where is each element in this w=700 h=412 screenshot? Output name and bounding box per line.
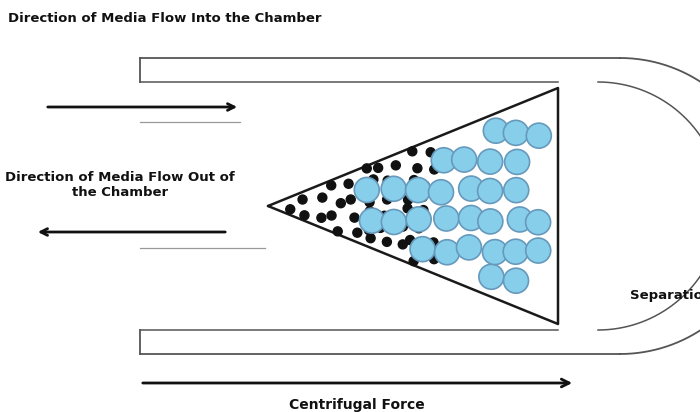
Circle shape: [431, 148, 456, 173]
Circle shape: [478, 209, 503, 234]
Circle shape: [317, 213, 326, 222]
Circle shape: [376, 223, 385, 232]
Circle shape: [409, 257, 418, 266]
Circle shape: [380, 211, 389, 220]
Circle shape: [414, 224, 424, 233]
Circle shape: [382, 237, 391, 246]
Circle shape: [360, 208, 384, 233]
Circle shape: [391, 190, 400, 199]
Circle shape: [300, 211, 309, 220]
Circle shape: [452, 147, 477, 172]
Circle shape: [382, 209, 406, 234]
Circle shape: [365, 207, 375, 216]
Circle shape: [504, 178, 528, 203]
Circle shape: [404, 195, 412, 204]
Circle shape: [336, 199, 345, 208]
Circle shape: [482, 240, 508, 265]
Circle shape: [344, 179, 353, 188]
Circle shape: [419, 206, 428, 215]
Circle shape: [405, 236, 414, 245]
Circle shape: [327, 181, 336, 190]
Circle shape: [365, 226, 373, 234]
Circle shape: [410, 176, 419, 185]
Circle shape: [393, 183, 402, 192]
Circle shape: [298, 195, 307, 204]
Circle shape: [430, 255, 438, 264]
Circle shape: [408, 147, 416, 156]
Circle shape: [419, 192, 428, 201]
Circle shape: [365, 198, 374, 207]
Circle shape: [434, 206, 458, 231]
Text: Centrifugal Force: Centrifugal Force: [289, 398, 425, 412]
Circle shape: [369, 175, 378, 184]
Circle shape: [406, 207, 431, 232]
Circle shape: [333, 227, 342, 236]
Circle shape: [420, 181, 429, 190]
Circle shape: [413, 164, 422, 173]
Circle shape: [403, 204, 412, 213]
Circle shape: [428, 180, 454, 205]
Circle shape: [483, 118, 508, 143]
Text: Separation Chamber: Separation Chamber: [630, 288, 700, 302]
Circle shape: [458, 176, 484, 201]
Circle shape: [374, 164, 383, 172]
Circle shape: [392, 213, 400, 222]
Circle shape: [398, 240, 407, 249]
Circle shape: [477, 149, 503, 174]
Text: Direction of Media Flow Into the Chamber: Direction of Media Flow Into the Chamber: [8, 12, 321, 25]
Circle shape: [477, 178, 503, 204]
Circle shape: [327, 211, 336, 220]
Circle shape: [398, 222, 407, 231]
Circle shape: [508, 207, 532, 232]
Circle shape: [383, 195, 391, 204]
Circle shape: [354, 178, 379, 202]
Circle shape: [429, 238, 438, 247]
Circle shape: [363, 164, 371, 173]
Circle shape: [526, 210, 551, 235]
Circle shape: [382, 176, 406, 201]
Circle shape: [410, 236, 435, 262]
Circle shape: [503, 268, 528, 293]
Circle shape: [346, 195, 355, 204]
Circle shape: [383, 176, 392, 185]
Text: Direction of Media Flow Out of
the Chamber: Direction of Media Flow Out of the Chamb…: [5, 171, 235, 199]
Circle shape: [318, 193, 327, 202]
Circle shape: [366, 234, 375, 243]
Circle shape: [435, 240, 460, 265]
Circle shape: [350, 213, 359, 222]
Circle shape: [526, 238, 551, 263]
Circle shape: [353, 228, 362, 237]
Circle shape: [503, 120, 528, 145]
Circle shape: [419, 220, 428, 229]
Circle shape: [456, 235, 482, 260]
Circle shape: [286, 205, 295, 214]
Circle shape: [503, 239, 528, 264]
Circle shape: [426, 148, 435, 157]
Circle shape: [391, 161, 400, 170]
Circle shape: [458, 206, 484, 230]
Circle shape: [505, 150, 530, 174]
Circle shape: [479, 264, 504, 289]
Circle shape: [405, 178, 430, 203]
Circle shape: [526, 123, 552, 148]
Circle shape: [430, 165, 439, 174]
